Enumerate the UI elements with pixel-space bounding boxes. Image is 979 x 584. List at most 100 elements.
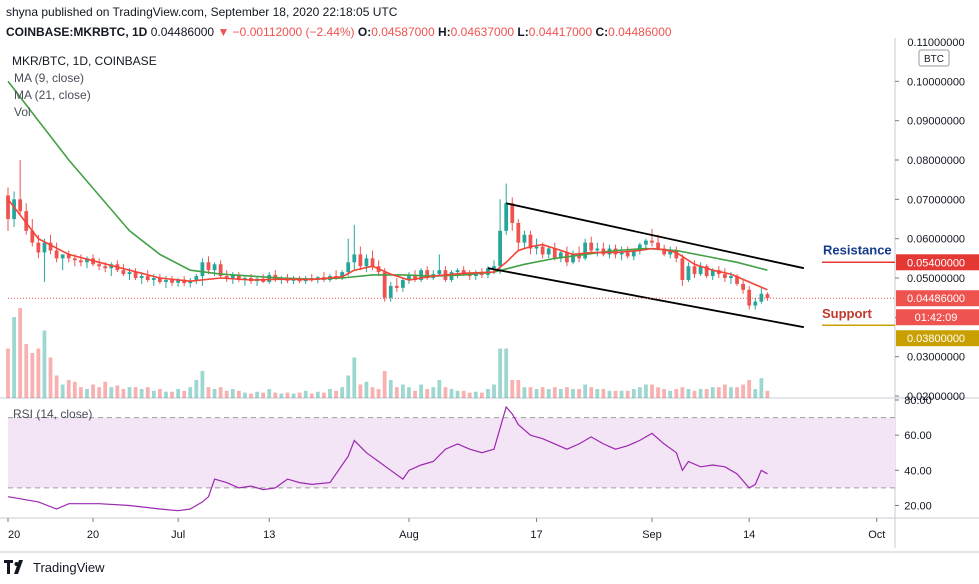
candle-body xyxy=(212,264,217,271)
volume-bar xyxy=(492,384,496,398)
candle-body xyxy=(747,289,752,306)
volume-bar xyxy=(54,375,59,398)
volume-bar xyxy=(72,381,77,398)
volume-bar xyxy=(680,387,685,398)
candle-body xyxy=(577,254,581,259)
volume-bar xyxy=(650,384,654,398)
volume-bar xyxy=(352,357,357,398)
volume-bar xyxy=(382,371,387,398)
candle-body xyxy=(388,285,393,298)
candle-body xyxy=(364,258,369,267)
price-tick-label: 0.10000000 xyxy=(907,76,965,88)
volume-bar xyxy=(346,375,351,398)
candle-body xyxy=(704,266,709,277)
currency-badge xyxy=(918,49,950,67)
candle-body xyxy=(358,254,363,267)
volume-bar xyxy=(583,384,588,398)
candle-body xyxy=(613,248,618,255)
candle-body xyxy=(151,278,156,280)
current-price-tag: 0.04486000 xyxy=(907,293,965,305)
volume-bar xyxy=(552,387,557,398)
current-price-tag-bg xyxy=(896,290,979,307)
volume-bar xyxy=(394,387,399,398)
volume-bar xyxy=(528,387,533,398)
candle-body xyxy=(66,254,71,259)
volume-bar xyxy=(637,387,642,398)
close-label: C: xyxy=(595,25,609,39)
candle-body xyxy=(127,272,132,275)
candle-body xyxy=(182,279,187,284)
volume-bar xyxy=(309,393,314,398)
candle-body xyxy=(516,222,521,243)
resistance-price-tag-bg xyxy=(896,254,979,271)
volume-bar xyxy=(504,348,509,398)
candle-body xyxy=(698,266,703,275)
support-label: Support xyxy=(822,306,872,321)
volume-bar xyxy=(595,389,600,398)
volume-bar xyxy=(631,389,636,398)
volume-bar xyxy=(710,387,715,398)
volume-bar xyxy=(674,389,679,398)
candle-body xyxy=(765,294,770,299)
candle-body xyxy=(230,274,235,279)
volume-bar xyxy=(735,387,739,398)
legend-vol: Vol xyxy=(14,105,31,119)
volume-bar xyxy=(12,317,16,398)
rsi-tick-label: 20.00 xyxy=(904,500,932,512)
rsi-tick-label: 40.00 xyxy=(904,465,932,477)
price-tick-label: 0.02000000 xyxy=(907,391,965,403)
volume-bar xyxy=(558,389,563,398)
candle-body xyxy=(139,276,144,279)
volume-bar xyxy=(18,308,23,398)
volume-bar xyxy=(60,384,65,398)
candle-body xyxy=(546,248,551,255)
candle-body xyxy=(540,246,545,255)
candle-body xyxy=(97,264,102,267)
candle-body xyxy=(486,268,490,275)
last-price: 0.04486000 xyxy=(150,25,215,39)
countdown-tag: 01:42:09 xyxy=(915,312,958,324)
volume-bar xyxy=(425,389,430,398)
low-value: 0.04417000 xyxy=(528,25,593,39)
volume-bar xyxy=(36,348,41,398)
candle-body xyxy=(741,283,745,290)
candle-body xyxy=(48,242,53,251)
candle-body xyxy=(583,242,588,259)
volume-bar xyxy=(510,380,515,398)
volume-bar xyxy=(449,389,454,398)
low-label: L: xyxy=(517,25,529,39)
candle-body xyxy=(619,252,624,255)
legend-ma21: MA (21, close) xyxy=(14,88,91,102)
candle-body xyxy=(625,252,630,257)
candle-body xyxy=(30,230,35,243)
candle-body xyxy=(407,276,411,280)
candle-body xyxy=(637,244,642,251)
candle-body xyxy=(631,250,636,257)
volume-bar xyxy=(297,392,302,398)
countdown-tag-bg xyxy=(896,309,979,326)
candle-body xyxy=(510,203,515,223)
open-label: O: xyxy=(357,25,372,39)
change-arrow: ▼ xyxy=(217,25,230,39)
volume-bar xyxy=(613,390,618,398)
candle-body xyxy=(133,272,138,279)
volume-bar xyxy=(522,387,527,398)
candle-body xyxy=(340,272,345,279)
candle-body xyxy=(6,195,10,220)
volume-bar xyxy=(413,390,417,398)
volume-bar xyxy=(644,384,648,398)
high-value: 0.04637000 xyxy=(450,25,515,39)
time-tick-label: Jul xyxy=(171,529,185,541)
candle-body xyxy=(413,276,417,280)
footer: TradingView xyxy=(4,556,105,578)
candle-body xyxy=(461,270,466,275)
candle-body xyxy=(650,240,654,243)
volume-bar xyxy=(443,387,448,398)
open-value: 0.04587000 xyxy=(371,25,435,39)
volume-bar xyxy=(473,391,478,398)
volume-bar xyxy=(176,389,180,398)
candle-body xyxy=(346,262,351,273)
candle-body xyxy=(170,279,174,283)
volume-bar xyxy=(704,389,709,398)
